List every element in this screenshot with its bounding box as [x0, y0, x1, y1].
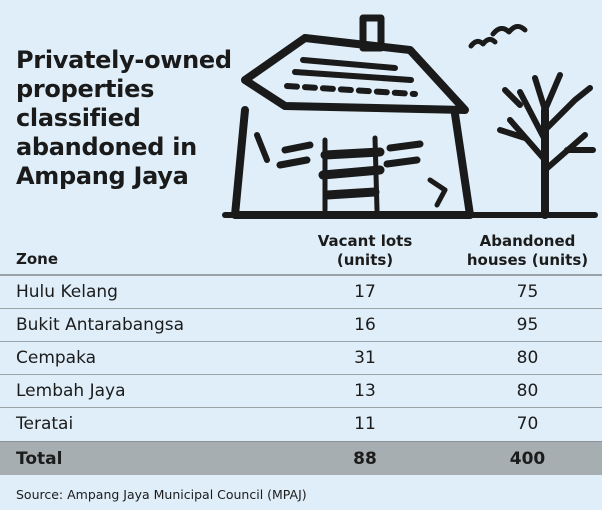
house-wall	[231, 106, 474, 219]
table-row: Bukit Antarabangsa 16 95	[0, 309, 602, 342]
zone-cell: Bukit Antarabangsa	[16, 315, 185, 335]
total-label: Total	[16, 449, 63, 469]
title-line: Privately-owned	[16, 46, 232, 74]
abandoned-house-icon	[222, 14, 598, 219]
column-header-abandoned-houses: Abandoned houses (units)	[455, 232, 600, 270]
abandoned-houses-cell: 95	[516, 315, 539, 335]
table-row: Cempaka 31 80	[0, 342, 602, 375]
table-row: Lembah Jaya 13 80	[0, 375, 602, 408]
total-row: Total 88 400	[0, 441, 602, 475]
bird-icon	[490, 24, 528, 37]
table-row: Teratai 11 70	[0, 408, 602, 441]
header-line: Abandoned	[479, 232, 576, 250]
column-header-zone: Zone	[16, 250, 59, 268]
header-line: houses (units)	[466, 251, 589, 269]
table-row: Hulu Kelang 17 75	[0, 276, 602, 309]
vacant-lots-cell: 11	[354, 414, 376, 434]
abandoned-houses-cell: 75	[516, 282, 539, 302]
zone-cell: Teratai	[16, 414, 74, 434]
source-note: Source: Ampang Jaya Municipal Council (M…	[16, 487, 307, 502]
title-line: Ampang Jaya	[16, 162, 189, 190]
vacant-lots-cell: 31	[354, 348, 376, 368]
zone-cell: Lembah Jaya	[16, 381, 126, 401]
chart-title: Privately-owned properties classified ab…	[16, 46, 236, 191]
title-line: abandoned in	[16, 133, 197, 161]
vacant-lots-cell: 13	[354, 381, 376, 401]
column-header-vacant-lots: Vacant lots (units)	[300, 232, 430, 270]
header-line: Vacant lots	[317, 232, 413, 250]
roof	[241, 34, 469, 114]
zone-cell: Hulu Kelang	[16, 282, 118, 302]
abandoned-houses-cell: 80	[516, 381, 539, 401]
bird-icon	[468, 36, 498, 49]
title-line: classified	[16, 104, 141, 132]
table-header: Zone Vacant lots (units) Abandoned house…	[0, 230, 602, 276]
abandoned-houses-cell: 80	[516, 348, 539, 368]
vacant-lots-cell: 16	[354, 315, 376, 335]
total-abandoned-houses: 400	[509, 449, 546, 469]
vacant-lots-cell: 17	[354, 282, 376, 302]
title-line: properties	[16, 75, 155, 103]
total-vacant-lots: 88	[353, 449, 377, 469]
abandoned-houses-cell: 70	[516, 414, 539, 434]
header-line: (units)	[336, 251, 394, 269]
data-table: Zone Vacant lots (units) Abandoned house…	[0, 230, 602, 475]
zone-cell: Cempaka	[16, 348, 97, 368]
